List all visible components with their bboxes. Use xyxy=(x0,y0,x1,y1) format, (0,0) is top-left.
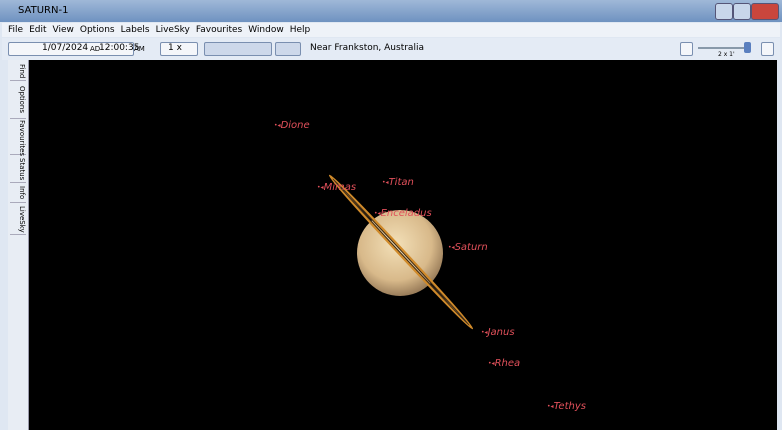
location: Near Frankston, Australia xyxy=(310,43,424,53)
sidebar-tab[interactable]: Find xyxy=(10,62,26,81)
menu-item[interactable]: Window xyxy=(248,25,284,35)
minimize-button[interactable] xyxy=(715,3,733,20)
object-label[interactable]: Titan xyxy=(382,177,414,188)
window-border xyxy=(777,60,782,430)
step-buttons[interactable] xyxy=(275,42,301,56)
menu-bar: File Edit View Options Labels LiveSky Favourit… xyxy=(2,23,780,37)
time: 12:00:35 xyxy=(99,43,140,53)
date-field[interactable] xyxy=(8,42,134,56)
window-title: SATURN-1 xyxy=(18,5,69,16)
toolbar: 1/07/2024 AD 12:00:35 AM 1 x Near Franks… xyxy=(2,38,780,60)
sidebar-tab[interactable]: Info xyxy=(10,184,26,203)
rate: 1 x xyxy=(168,43,182,53)
object-label[interactable]: Dione xyxy=(274,120,310,131)
maximize-button[interactable] xyxy=(733,3,751,20)
menu-item[interactable]: Labels xyxy=(120,25,150,35)
title-bar: SATURN-1 xyxy=(0,0,782,22)
sidebar: Find Options Favourites Status Info LiveSky xyxy=(8,60,29,430)
sidebar-tab[interactable]: LiveSky xyxy=(10,204,26,235)
sidebar-tab[interactable]: Favourites xyxy=(10,120,26,156)
date: 1/07/2024 xyxy=(42,43,89,53)
sidebar-tab[interactable]: Status xyxy=(10,156,26,183)
menu-item[interactable]: View xyxy=(52,25,74,35)
saturn-graphic xyxy=(328,174,474,330)
playback-controls[interactable] xyxy=(204,42,272,56)
menu-item[interactable]: Help xyxy=(289,25,311,35)
close-button[interactable] xyxy=(751,3,779,20)
object-label[interactable]: Mimas xyxy=(317,182,357,193)
zoom-in-button[interactable] xyxy=(761,42,774,56)
era: AD xyxy=(90,45,101,53)
sidebar-tab[interactable]: Options xyxy=(10,82,26,119)
rate-field[interactable] xyxy=(160,42,198,56)
object-label[interactable]: Tethys xyxy=(547,401,586,412)
object-label[interactable]: Saturn xyxy=(448,242,488,253)
object-label[interactable]: Enceladus xyxy=(374,208,432,219)
menu-item[interactable]: LiveSky xyxy=(155,25,190,35)
sky-view: Dione Titan Mimas Enceladus Saturn Janus… xyxy=(29,60,777,430)
zoom-thumb[interactable] xyxy=(744,42,751,53)
object-label[interactable]: Janus xyxy=(481,327,515,338)
menu-item[interactable]: File xyxy=(8,25,24,35)
ampm: AM xyxy=(134,45,145,53)
menu-item[interactable]: Options xyxy=(79,25,115,35)
object-label[interactable]: Rhea xyxy=(488,358,521,369)
menu-item[interactable]: Edit xyxy=(29,25,47,35)
zoom-level: 2 x 1' xyxy=(718,51,735,58)
menu-item[interactable]: Favourites xyxy=(195,25,243,35)
zoom-out-button[interactable] xyxy=(680,42,693,56)
rings xyxy=(328,174,474,330)
zoom-slider[interactable] xyxy=(698,47,750,49)
